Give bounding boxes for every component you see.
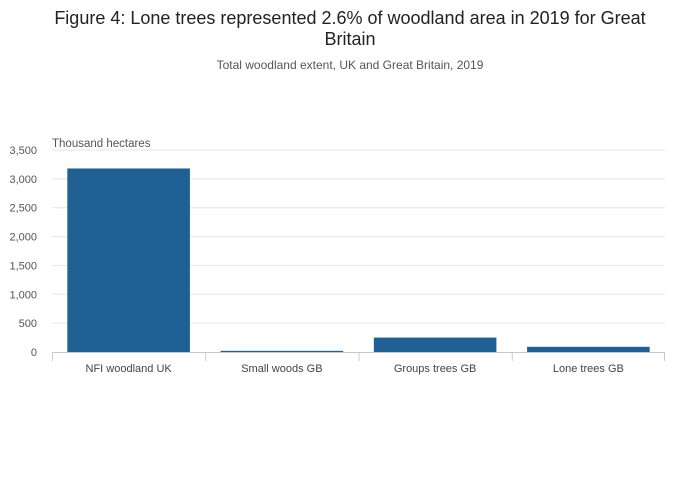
bar [67,168,190,352]
chart-subtitle: Total woodland extent, UK and Great Brit… [217,58,484,72]
y-tick-label: 3,500 [9,145,37,157]
bars [67,168,650,352]
y-tick-label: 1,500 [9,260,37,272]
y-axis-ticks: 0 500 1,000 1,500 2,000 2,500 3,000 3,500 [9,145,37,359]
x-axis: NFI woodland UK Small woods GB Groups tree… [52,352,665,375]
bar [527,346,650,352]
y-tick-label: 2,000 [9,232,37,244]
y-tick-label: 1,000 [9,289,37,301]
y-tick-label: 0 [31,347,37,359]
y-tick-label: 500 [19,318,37,330]
x-tick-label: Small woods GB [241,363,322,375]
y-axis-label: Thousand hectares [52,138,151,150]
bar [220,350,344,352]
x-tick-label: Groups trees GB [394,363,477,375]
chart-title-line-1: Figure 4: Lone trees represented 2.6% of… [54,8,645,28]
chart-title-line-2: Britain [324,29,375,49]
x-tick-label: NFI woodland UK [86,363,173,375]
y-tick-label: 3,000 [9,174,37,186]
y-tick-label: 2,500 [9,203,37,215]
bar [373,337,497,352]
x-tick-label: Lone trees GB [553,363,624,375]
